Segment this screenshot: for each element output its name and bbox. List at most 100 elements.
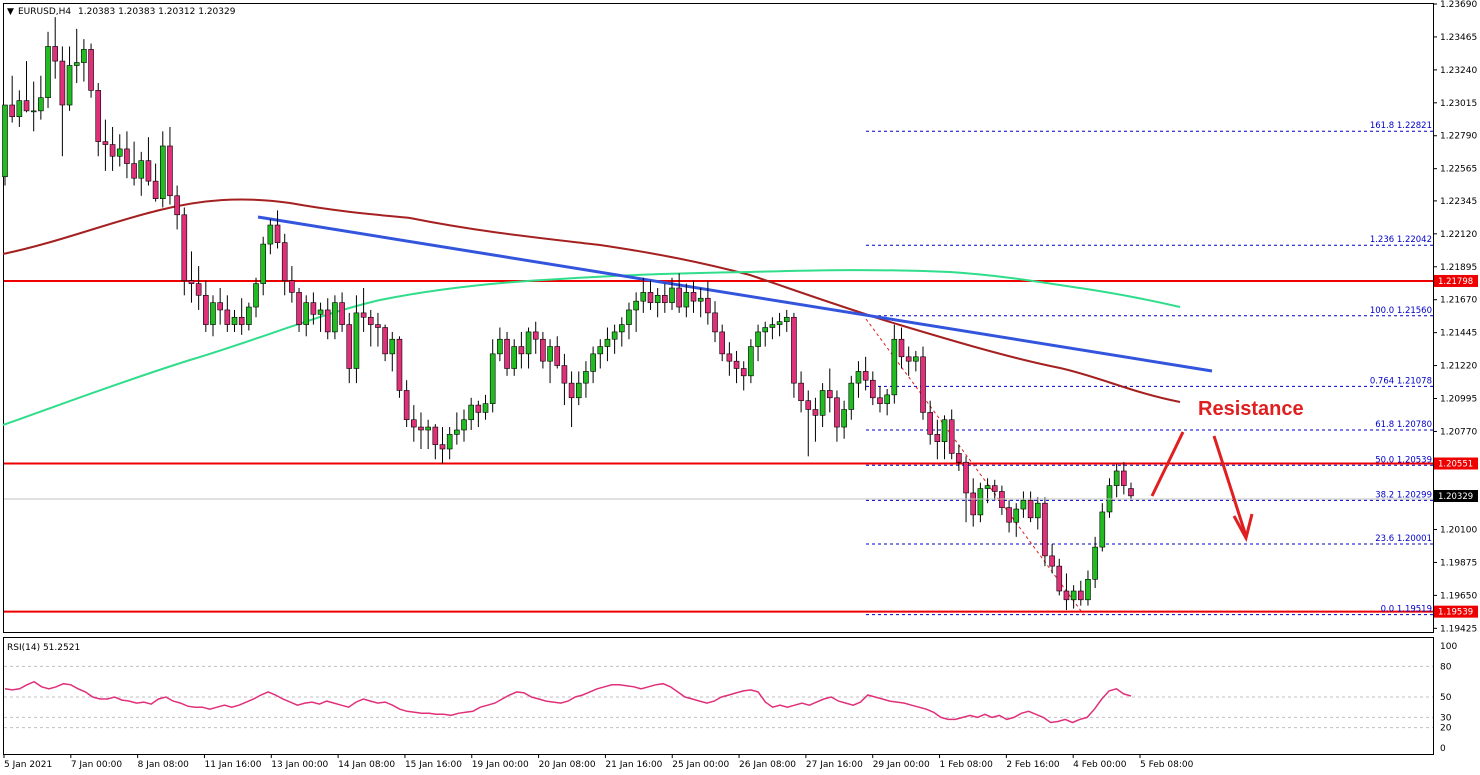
candle-body xyxy=(848,382,855,410)
candle-body xyxy=(905,356,912,362)
candle-body xyxy=(281,242,288,281)
candle-body xyxy=(518,346,525,355)
candle-body xyxy=(525,331,532,355)
candle-body xyxy=(210,302,216,325)
candle xyxy=(267,219,274,255)
candle-body xyxy=(540,338,546,362)
candle-body xyxy=(38,97,44,112)
candle xyxy=(583,361,589,398)
candle xyxy=(102,119,109,171)
candle xyxy=(1121,462,1127,495)
candle-body xyxy=(489,353,496,404)
candle xyxy=(740,361,747,391)
candle xyxy=(1056,558,1063,596)
candle xyxy=(963,456,969,523)
rsi-tick-label: 0 xyxy=(1440,744,1446,754)
candle-body xyxy=(1113,470,1120,486)
candle xyxy=(1128,482,1134,499)
candle-body xyxy=(45,46,51,98)
candle-body xyxy=(1092,546,1098,580)
main-panel-frame xyxy=(3,3,1434,633)
candle xyxy=(1077,580,1084,606)
candle-body xyxy=(367,316,374,325)
candle xyxy=(712,301,718,343)
candle-body xyxy=(913,356,919,362)
candle xyxy=(131,141,137,186)
candle-body xyxy=(324,309,331,333)
candle xyxy=(690,280,697,313)
candle xyxy=(898,327,905,369)
candle-body xyxy=(783,316,790,322)
time-tick-label: 15 Jan 16:00 xyxy=(405,760,462,770)
candle-body xyxy=(411,419,417,428)
candle-body xyxy=(733,360,740,369)
fib-anchor-line xyxy=(865,318,1085,616)
candle-body xyxy=(1085,579,1091,601)
candle-body xyxy=(762,327,769,333)
candle xyxy=(934,419,941,460)
candle-body xyxy=(870,379,876,399)
candle xyxy=(439,427,446,464)
candle-body xyxy=(941,419,948,442)
candle-body xyxy=(1063,590,1070,601)
candle xyxy=(375,312,381,347)
candle-body xyxy=(339,302,345,325)
candle-body xyxy=(805,400,812,410)
price-tick-label: 1.22790 xyxy=(1440,132,1477,142)
candle xyxy=(561,353,568,406)
candle-body xyxy=(375,324,381,328)
time-axis: 5 Jan 2021 7 Jan 00:00 8 Jan 08:00 11 Jan 1… xyxy=(3,754,1194,770)
candle xyxy=(253,277,259,318)
price-axis: 1.23690 1.23465 1.23240 1.23015 1.22790 1.225… xyxy=(1433,0,1477,634)
candle-body xyxy=(877,397,883,404)
candle xyxy=(676,273,682,313)
candle xyxy=(38,75,44,120)
chart-header-ohlc: 1.20383 1.20383 1.20312 1.20329 xyxy=(78,7,236,17)
candle-body xyxy=(360,312,367,318)
candle xyxy=(798,371,804,413)
candle-body xyxy=(970,492,977,516)
fib-label: 1.236 1.22042 xyxy=(1370,235,1432,245)
price-tick-label: 1.21895 xyxy=(1440,263,1477,273)
candle-body xyxy=(712,312,718,333)
candle xyxy=(1049,544,1055,574)
candle-body xyxy=(1042,502,1048,557)
candle-body xyxy=(1049,555,1055,567)
rsi-tick-label: 20 xyxy=(1440,724,1452,734)
price-tick-label: 1.20100 xyxy=(1440,526,1477,536)
candle-body xyxy=(59,60,66,106)
candle xyxy=(511,339,518,376)
candle-body xyxy=(1056,565,1063,592)
candle xyxy=(30,81,37,132)
time-tick-label: 21 Jan 16:00 xyxy=(605,760,662,770)
price-tick-label: 1.21220 xyxy=(1440,362,1477,372)
candle xyxy=(310,292,317,325)
candle-body xyxy=(948,419,955,454)
candle xyxy=(783,309,790,332)
price-tick-label: 1.23240 xyxy=(1440,66,1477,76)
candle xyxy=(432,424,439,460)
candle xyxy=(145,137,152,186)
time-tick-label: 26 Jan 08:00 xyxy=(739,760,796,770)
candle-body xyxy=(1099,511,1106,548)
time-tick-label: 5 Feb 08:00 xyxy=(1140,760,1194,770)
candle xyxy=(446,427,453,460)
candle xyxy=(941,415,948,460)
candle xyxy=(124,131,130,179)
candle-body xyxy=(855,371,862,384)
candle-body xyxy=(152,180,159,199)
candle-body xyxy=(683,292,690,308)
ma-red-line xyxy=(2,198,1181,403)
rsi-tick-label: 80 xyxy=(1440,662,1452,672)
candle xyxy=(697,287,704,318)
price-tick-label: 1.23465 xyxy=(1440,33,1477,43)
candle xyxy=(769,317,776,340)
candle-body xyxy=(303,302,310,325)
candle xyxy=(1099,503,1106,552)
candle xyxy=(755,324,761,362)
candle-body xyxy=(9,104,15,118)
candle xyxy=(547,339,553,384)
candle xyxy=(195,266,202,310)
candle xyxy=(109,126,116,171)
